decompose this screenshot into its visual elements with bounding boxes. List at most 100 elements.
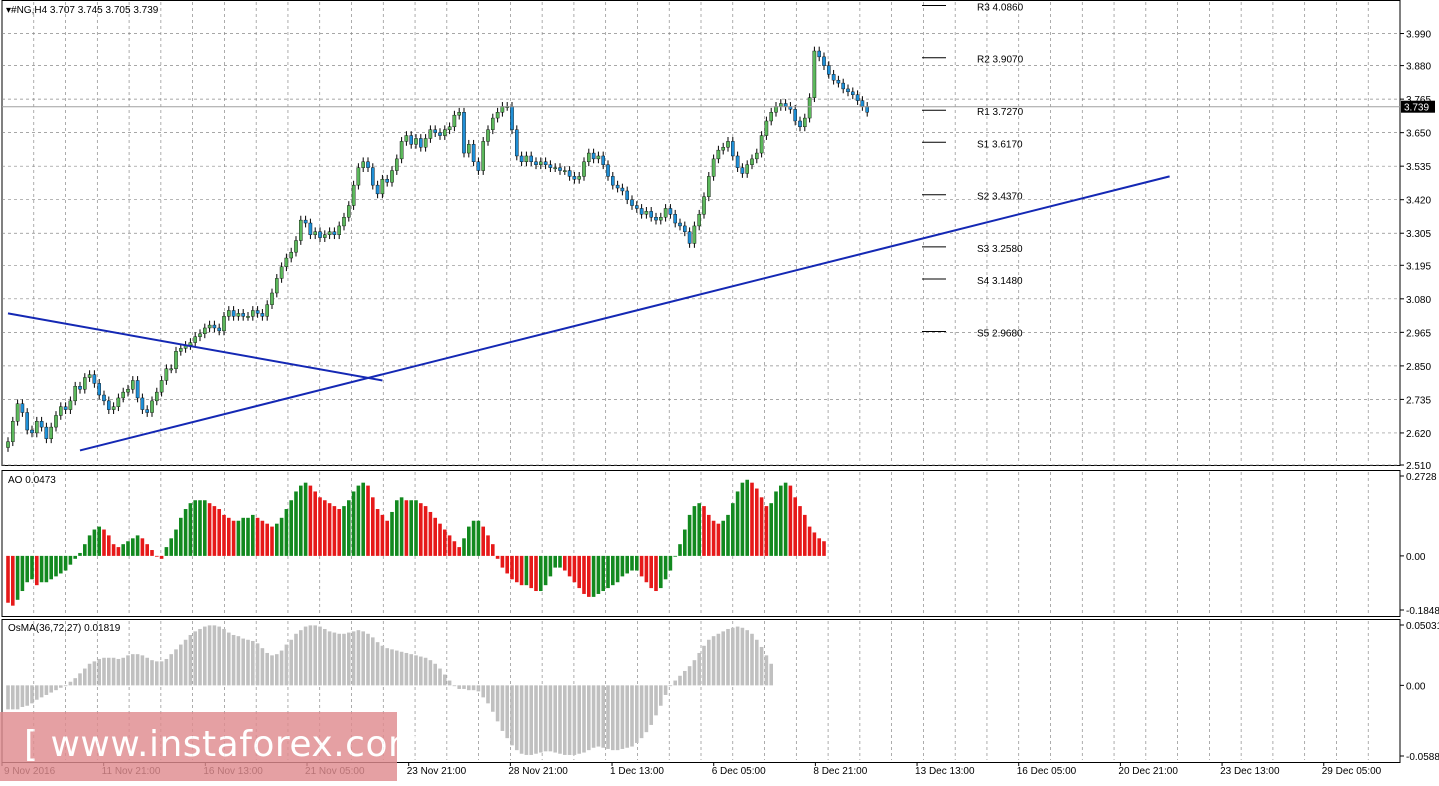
current-price-marker: [1401, 100, 1435, 113]
osma-bar: [515, 685, 519, 751]
candle-body: [318, 231, 322, 238]
osma-bar: [92, 661, 97, 686]
candle-body: [164, 368, 169, 381]
osma-bar: [419, 656, 423, 686]
ao-bar: [385, 520, 389, 556]
candle-body: [414, 138, 418, 145]
osma-bar: [97, 658, 101, 686]
ao-bar: [798, 506, 802, 556]
ao-bar: [812, 532, 817, 556]
candle-body: [250, 310, 255, 317]
candle-body: [836, 79, 841, 84]
candle-body: [366, 161, 370, 168]
candle-body: [332, 231, 337, 235]
ao-bar: [788, 485, 793, 556]
support-trendline: [79, 175, 1170, 452]
ao-bar: [644, 555, 649, 583]
candle-body: [769, 112, 773, 122]
osma-bar: [630, 685, 634, 747]
osma-bar: [39, 685, 44, 698]
ao-bar: [54, 555, 58, 577]
candle-body: [178, 348, 183, 352]
x-tick-label: 8 Dec 21:00: [813, 766, 867, 777]
osma-bar: [265, 652, 269, 686]
ao-bar: [347, 500, 351, 556]
osma-bar: [668, 685, 673, 687]
candle-body: [25, 412, 30, 431]
osma-bar: [510, 685, 514, 746]
candle-body: [740, 167, 745, 174]
osma-bar: [294, 633, 298, 686]
candle-body: [860, 100, 865, 107]
ao-bar: [702, 506, 706, 556]
ao-bar: [721, 520, 725, 556]
osma-bar: [759, 646, 764, 686]
ao-bar: [731, 503, 735, 556]
ao-bar: [625, 555, 629, 574]
y-tick-label: 2.510: [1406, 461, 1431, 472]
ao-bar: [505, 555, 509, 574]
ao-bar: [169, 538, 173, 556]
candle-body: [231, 310, 236, 317]
candle-body: [500, 106, 505, 113]
candle-body: [745, 164, 749, 174]
candle-body: [135, 380, 140, 399]
candle-body: [241, 313, 246, 317]
ao-bar: [419, 503, 423, 556]
candle-body: [750, 158, 754, 165]
ao-bar: [515, 555, 519, 583]
candle-body: [630, 199, 634, 206]
ao-bar: [155, 555, 159, 557]
ao-bar: [611, 555, 615, 586]
candle-body: [673, 214, 677, 224]
candle-body: [495, 112, 500, 119]
candle-body: [716, 149, 721, 160]
ao-bar: [380, 514, 385, 556]
osma-bar: [390, 649, 394, 686]
ao-bar: [318, 497, 322, 556]
ao-bar: [323, 500, 327, 556]
candle-body: [409, 135, 414, 145]
osma-bar: [251, 640, 255, 686]
ao-bar: [740, 482, 745, 556]
osma-bar: [452, 685, 457, 687]
candle-body: [563, 170, 567, 172]
candle-body: [601, 155, 605, 165]
osma-bar: [284, 644, 289, 686]
osma-bar: [49, 685, 53, 693]
ao-bar: [495, 555, 500, 559]
ao-bar: [207, 503, 212, 556]
ao-bar: [793, 497, 797, 556]
ao-bar: [260, 520, 265, 556]
ao-bar: [615, 555, 620, 583]
candle-body: [356, 167, 361, 186]
ao-bar: [755, 488, 759, 556]
osma-bar: [54, 685, 58, 691]
osma-bar: [404, 652, 409, 686]
osma-bar: [131, 654, 135, 686]
candle-body: [255, 310, 260, 314]
candle-body: [87, 374, 92, 378]
ao-bar: [774, 491, 778, 556]
osma-bar: [193, 631, 197, 686]
candle-body: [462, 112, 466, 154]
candle-body: [639, 208, 644, 215]
ao-bar: [356, 485, 361, 556]
ao-bar: [198, 500, 202, 556]
osma-bar: [697, 652, 701, 686]
ao-bar: [735, 491, 740, 556]
candle-body: [572, 176, 577, 180]
candle-body: [620, 187, 625, 192]
ao-bar: [649, 555, 653, 589]
ao-bar: [452, 541, 457, 556]
candle-body: [395, 158, 399, 171]
ao-bar: [150, 550, 154, 556]
osma-tick-label: 0.00: [1406, 681, 1426, 692]
ao-bar: [745, 479, 749, 556]
osma-bar: [212, 625, 217, 686]
osma-bar: [443, 674, 447, 686]
osma-bar: [313, 625, 317, 686]
candle-body: [615, 184, 620, 189]
osma-bar: [764, 655, 769, 686]
